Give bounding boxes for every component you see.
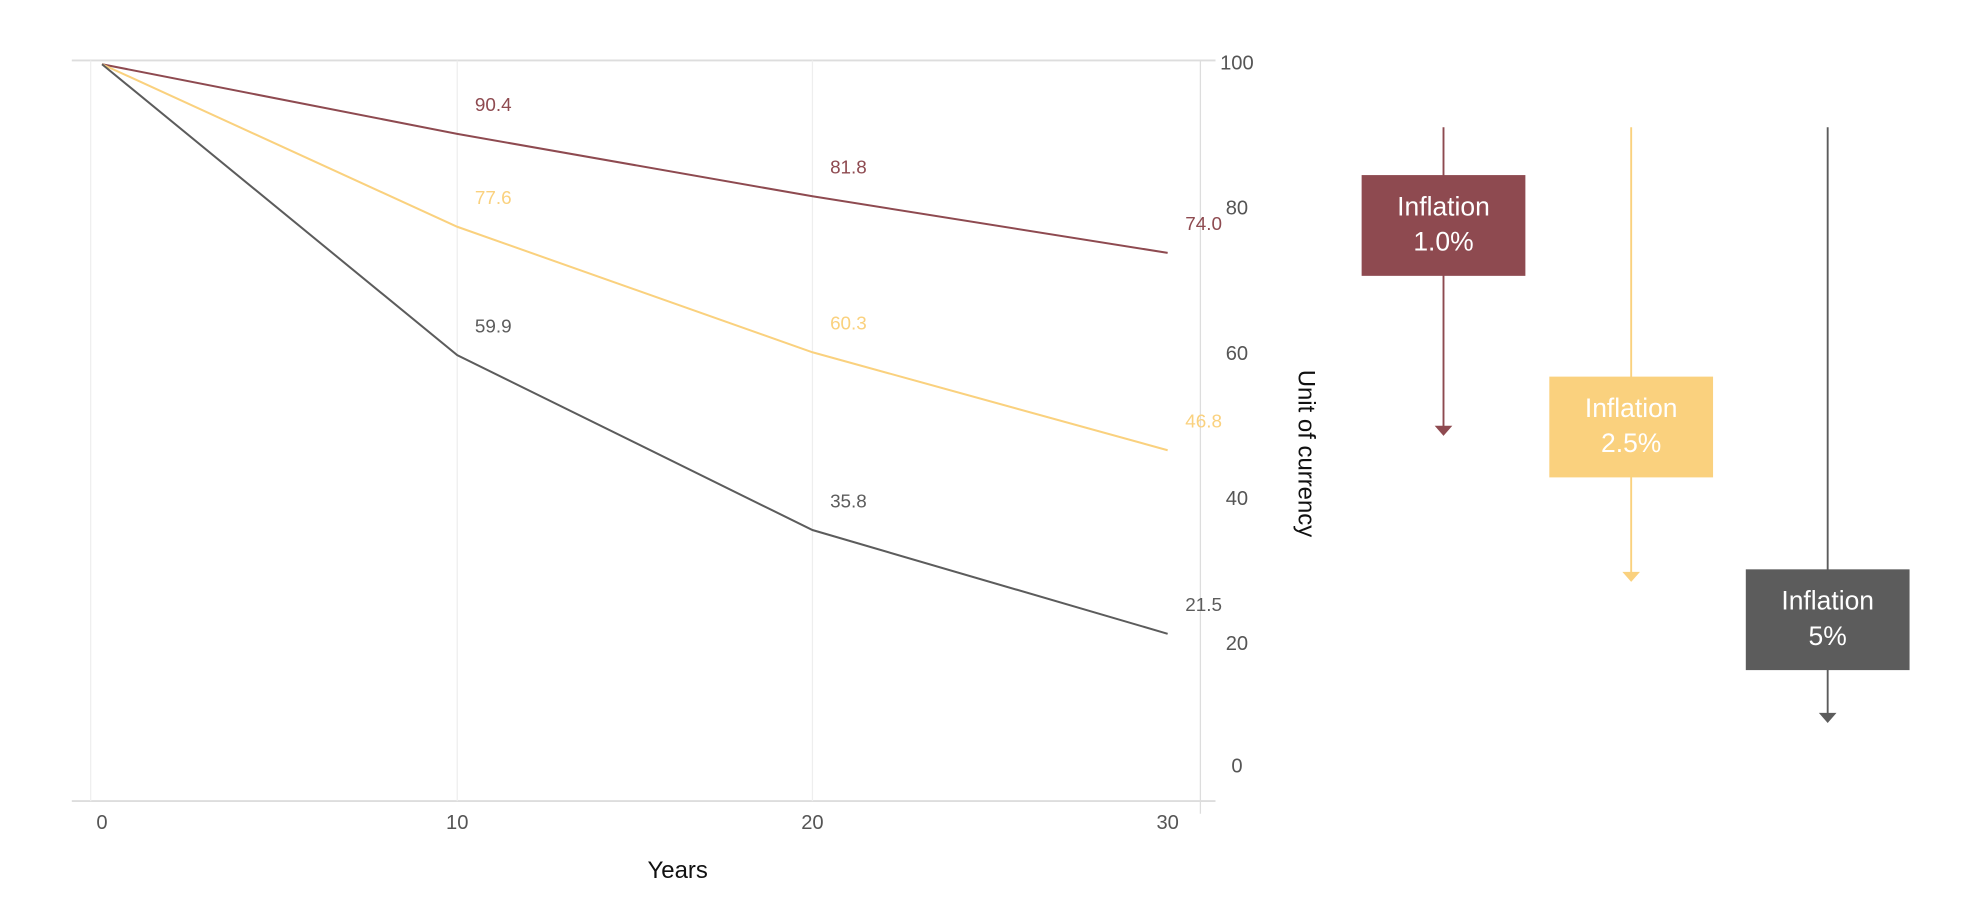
x-tick-label: 30 xyxy=(1156,812,1178,834)
y-tick-label: 100 xyxy=(1220,53,1254,75)
y-tick-label: 80 xyxy=(1226,198,1248,220)
data-label: 59.9 xyxy=(475,316,512,337)
data-label: 77.6 xyxy=(475,188,512,209)
x-tick-label: 20 xyxy=(801,812,823,834)
data-label: 74.0 xyxy=(1185,214,1222,235)
data-label: 60.3 xyxy=(830,314,867,335)
series-line xyxy=(101,63,1168,254)
series-line xyxy=(101,63,1168,452)
y-tick-label: 40 xyxy=(1226,488,1248,510)
legend-entry: Inflation 1.0% xyxy=(1361,175,1526,276)
data-label: 81.8 xyxy=(830,158,867,179)
x-tick-label: 10 xyxy=(446,812,468,834)
data-label: 35.8 xyxy=(830,491,867,512)
legend-entry: Inflation 2.5% xyxy=(1549,376,1714,478)
x-axis-label: Years xyxy=(648,857,708,884)
data-label: 21.5 xyxy=(1185,595,1222,616)
legend-entry: Inflation 5% xyxy=(1745,569,1910,671)
arrow-head xyxy=(1622,571,1640,582)
arrow-head xyxy=(1434,425,1453,436)
x-tick-label: 0 xyxy=(96,812,107,834)
y-tick-label: 60 xyxy=(1226,343,1248,365)
y-tick-label: 20 xyxy=(1226,633,1248,655)
data-label: 46.8 xyxy=(1185,411,1222,432)
series-line xyxy=(101,63,1168,635)
y-tick-label: 0 xyxy=(1231,755,1242,777)
y-axis-label: Unit of currency xyxy=(1293,370,1320,538)
data-label: 90.4 xyxy=(475,95,512,116)
arrow-head xyxy=(1818,712,1837,724)
